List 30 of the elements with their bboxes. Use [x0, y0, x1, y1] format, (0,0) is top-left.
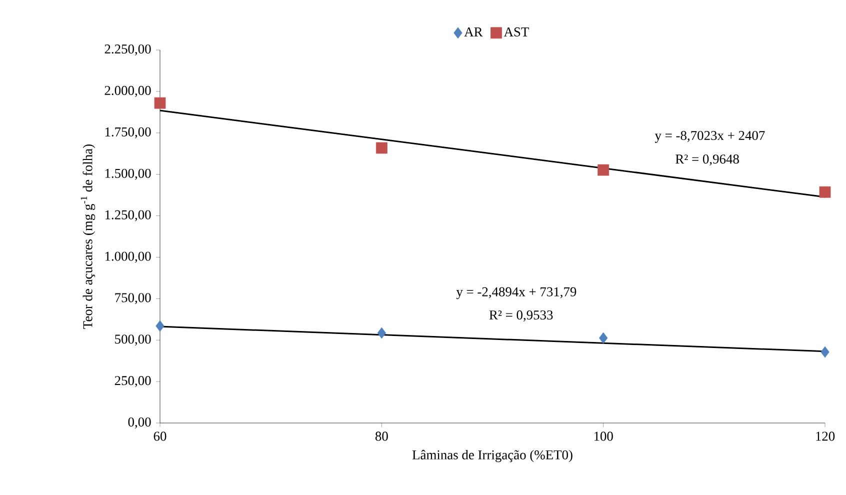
point — [154, 97, 166, 109]
y-axis-title: Teor de açucares (mg g$^{-1}$ de folha) — [80, 144, 96, 329]
point — [376, 142, 388, 154]
y-tick-label: 2.250,00 — [104, 44, 151, 56]
legend-label: AR — [464, 27, 483, 36]
point — [377, 327, 386, 339]
annotation: y = -8,7023x + 2407 — [654, 130, 765, 143]
annotation: y = -2,4894x + 731,79 — [456, 287, 576, 300]
point — [156, 320, 164, 332]
point — [599, 332, 608, 344]
y-tick-label: 2.000,00 — [104, 86, 151, 97]
x-tick-label: 80 — [375, 432, 388, 441]
annotation: R² = 0,9533 — [489, 310, 553, 322]
y-tick-label: 250,00 — [114, 376, 151, 388]
y-tick-label: 1.500,00 — [105, 168, 151, 180]
x-tick-label: 60 — [154, 432, 166, 441]
y-tick-label: 500,00 — [115, 334, 151, 346]
point — [598, 164, 610, 176]
y-tick-label: 1.000,00 — [105, 252, 151, 263]
annotation: R² = 0,9648 — [676, 154, 739, 166]
point — [819, 186, 831, 198]
y-tick-label: 1.750,00 — [105, 127, 151, 138]
x-tick-label: 100 — [594, 432, 613, 441]
y-tick-label: 750,00 — [115, 293, 151, 304]
legend-label: AST — [504, 27, 529, 36]
x-tick-label: 120 — [816, 432, 835, 441]
x-axis-title: Lâminas de Irrigação (%ET0) — [412, 450, 572, 462]
point — [820, 346, 830, 358]
y-tick-label: 1.250,00 — [105, 210, 151, 222]
y-tick-label: 0,00 — [128, 417, 151, 428]
